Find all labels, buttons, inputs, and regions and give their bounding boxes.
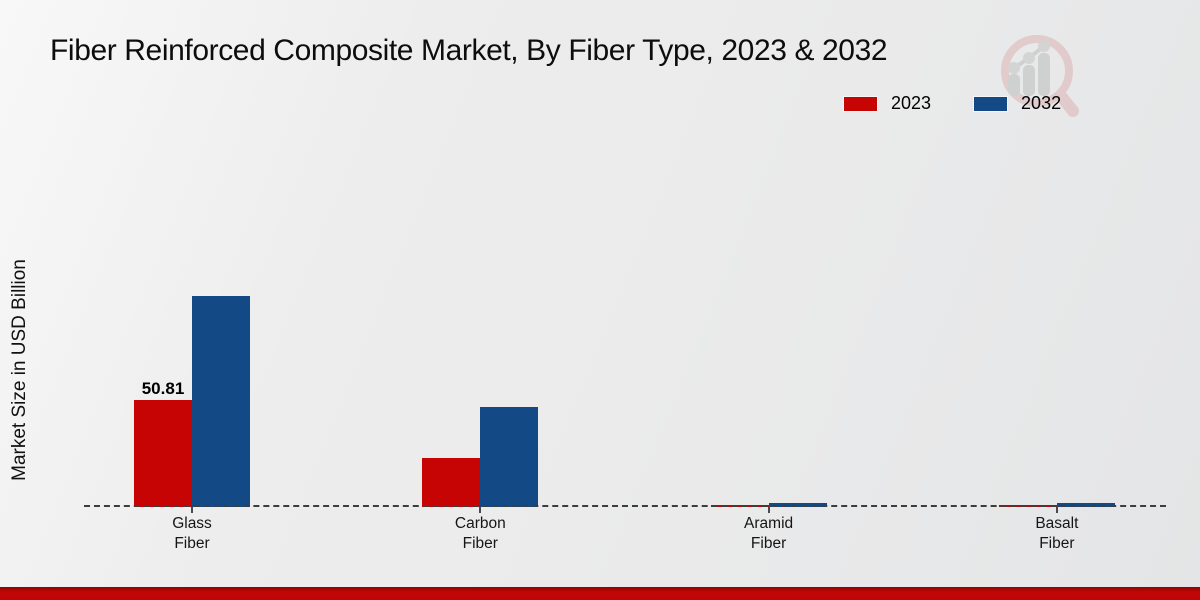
x-axis-tick bbox=[479, 507, 482, 513]
x-axis-category-label: Aramid Fiber bbox=[744, 515, 794, 552]
y-axis-label: Market Size in USD Billion bbox=[9, 259, 30, 481]
x-axis-baseline bbox=[84, 505, 1166, 507]
legend-label-2023: 2023 bbox=[891, 93, 932, 113]
bar-2023-glass-fiber bbox=[134, 400, 192, 507]
legend-label-2032: 2032 bbox=[1021, 93, 1062, 113]
legend-swatch-2032 bbox=[973, 95, 1009, 112]
footer-accent-bar bbox=[0, 587, 1200, 600]
bar-value-label: 50.81 bbox=[141, 379, 185, 398]
legend-item-2032: 2032 bbox=[973, 93, 1061, 114]
x-axis-tick bbox=[1055, 507, 1058, 513]
x-axis-tick bbox=[767, 507, 770, 513]
legend-item-2023: 2023 bbox=[843, 93, 931, 114]
x-axis-tick bbox=[191, 507, 193, 513]
x-axis-category-label: Glass Fiber bbox=[172, 515, 212, 552]
magnifier-bar-chart-icon bbox=[1001, 35, 1079, 117]
legend: 2023 2032 bbox=[843, 93, 1061, 114]
chart-title: Fiber Reinforced Composite Market, By Fi… bbox=[50, 34, 888, 67]
bar-2023-carbon-fiber bbox=[422, 458, 481, 507]
legend-swatch-2023 bbox=[843, 95, 878, 112]
bar-2032-carbon-fiber bbox=[480, 407, 539, 507]
x-axis-category-label: Basalt Fiber bbox=[1035, 515, 1079, 552]
bar-2032-glass-fiber bbox=[192, 296, 250, 507]
x-axis-category-label: Carbon Fiber bbox=[454, 515, 506, 552]
